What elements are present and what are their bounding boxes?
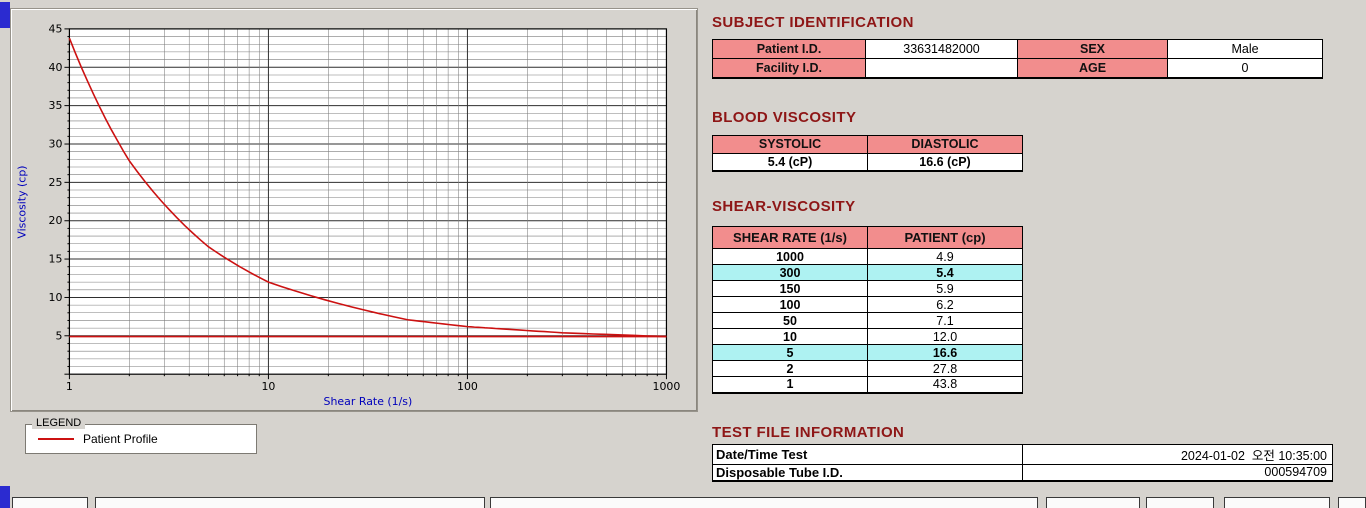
window-edge-decoration [0, 486, 10, 508]
subject-identification-title: SUBJECT IDENTIFICATION [712, 14, 914, 31]
shear-viscosity-chart: 5 10 15 20 25 30 35 40 45 1 10 100 1000 Viscosity (cp… [16, 22, 681, 408]
svg-text:20: 20 [49, 214, 63, 227]
patient-viscosity-value: 5.4 [867, 264, 1023, 281]
bottom-toolbar-button[interactable] [1338, 497, 1366, 508]
svg-text:45: 45 [49, 22, 63, 35]
legend-line-sample [38, 438, 74, 440]
shear-rate-value: 300 [712, 264, 868, 281]
diastolic-value: 16.6 (cP) [867, 152, 1023, 172]
table-row: Date/Time Test 2024-01-02 오전 10:35:00 [712, 443, 1333, 465]
shear-viscosity-row: 1000 4.9 [712, 248, 1023, 265]
svg-text:1000: 1000 [653, 380, 681, 393]
svg-text:Viscosity (cp): Viscosity (cp) [16, 165, 29, 238]
svg-text:10: 10 [261, 380, 275, 393]
shear-viscosity-table: SHEAR RATE (1/s) PATIENT (cp) 1000 4.9 300… [712, 226, 1023, 394]
blood-viscosity-title: BLOOD VISCOSITY [712, 108, 857, 126]
facility-id-value [865, 58, 1018, 78]
table-row: Facility I.D. AGE 0 [712, 58, 1323, 78]
bottom-toolbar-button[interactable] [12, 497, 88, 508]
svg-text:10: 10 [49, 291, 63, 304]
patient-cp-header: PATIENT (cp) [867, 226, 1023, 249]
bottom-toolbar-button[interactable] [1046, 497, 1140, 508]
blood-viscosity-table: SYSTOLIC DIASTOLIC 5.4 (cP) 16.6 (cP) [712, 134, 1023, 172]
shear-rate-value: 10 [712, 328, 868, 345]
patient-id-label: Patient I.D. [712, 39, 866, 59]
diastolic-header: DIASTOLIC [867, 134, 1023, 154]
table-row: Patient I.D. 33631482000 SEX Male [712, 39, 1323, 59]
shear-viscosity-row: 10 12.0 [712, 328, 1023, 345]
age-value: 0 [1167, 58, 1323, 78]
patient-viscosity-value: 6.2 [867, 296, 1023, 313]
patient-viscosity-value: 5.9 [867, 280, 1023, 297]
svg-text:30: 30 [49, 138, 63, 151]
patient-viscosity-value: 12.0 [867, 328, 1023, 345]
sex-value: Male [1167, 39, 1323, 59]
test-file-information-table: Date/Time Test 2024-01-02 오전 10:35:00 Di… [712, 443, 1333, 482]
shear-rate-value: 150 [712, 280, 868, 297]
svg-text:5: 5 [55, 329, 62, 342]
shear-rate-value: 1000 [712, 248, 868, 265]
shear-rate-value: 1 [712, 376, 868, 393]
shear-rate-value: 2 [712, 360, 868, 377]
table-row: SYSTOLIC DIASTOLIC [712, 134, 1023, 154]
test-file-information-title: TEST FILE INFORMATION [712, 423, 905, 441]
sex-label: SEX [1017, 39, 1168, 59]
shear-rate-value: 5 [712, 344, 868, 361]
legend-label: Patient Profile [83, 432, 158, 446]
legend-entry: Patient Profile [26, 425, 256, 453]
subject-identification-table: Patient I.D. 33631482000 SEX Male Facili… [712, 39, 1323, 79]
table-header-row: SHEAR RATE (1/s) PATIENT (cp) [712, 226, 1023, 249]
date-time-test-value: 2024-01-02 오전 10:35:00 [1022, 443, 1333, 465]
window-edge-decoration [0, 2, 10, 28]
disposable-tube-id-value: 000594709 [1022, 463, 1333, 482]
svg-text:15: 15 [49, 253, 63, 266]
age-label: AGE [1017, 58, 1168, 78]
patient-viscosity-value: 16.6 [867, 344, 1023, 361]
svg-text:100: 100 [457, 380, 478, 393]
shear-viscosity-row: 150 5.9 [712, 280, 1023, 297]
table-row: Disposable Tube I.D. 000594709 [712, 463, 1333, 482]
shear-viscosity-row: 300 5.4 [712, 264, 1023, 281]
legend-title: LEGEND [32, 417, 86, 429]
systolic-header: SYSTOLIC [712, 134, 868, 154]
shear-rate-header: SHEAR RATE (1/s) [712, 226, 868, 249]
shear-viscosity-row: 2 27.8 [712, 360, 1023, 377]
bottom-toolbar-button[interactable] [1146, 497, 1214, 508]
systolic-value: 5.4 (cP) [712, 152, 868, 172]
facility-id-label: Facility I.D. [712, 58, 866, 78]
results-column: SUBJECT IDENTIFICATION Patient I.D. 3363… [712, 0, 1336, 482]
chart-legend: LEGEND Patient Profile [25, 417, 257, 454]
bottom-toolbar-panel [95, 497, 485, 508]
shear-rate-value: 100 [712, 296, 868, 313]
patient-viscosity-value: 7.1 [867, 312, 1023, 329]
table-row: 5.4 (cP) 16.6 (cP) [712, 152, 1023, 172]
bottom-toolbar-button[interactable] [1224, 497, 1330, 508]
svg-text:40: 40 [49, 61, 63, 74]
shear-rate-value: 50 [712, 312, 868, 329]
shear-viscosity-title: SHEAR-VISCOSITY [712, 198, 856, 215]
shear-viscosity-row: 100 6.2 [712, 296, 1023, 313]
shear-viscosity-row: 1 43.8 [712, 376, 1023, 393]
patient-id-value: 33631482000 [865, 39, 1018, 59]
date-time-test-label: Date/Time Test [712, 443, 1023, 465]
patient-viscosity-value: 4.9 [867, 248, 1023, 265]
svg-text:25: 25 [49, 176, 63, 189]
patient-viscosity-value: 43.8 [867, 376, 1023, 393]
svg-text:Shear Rate (1/s): Shear Rate (1/s) [324, 395, 413, 408]
shear-viscosity-row: 50 7.1 [712, 312, 1023, 329]
svg-text:1: 1 [66, 380, 73, 393]
disposable-tube-id-label: Disposable Tube I.D. [712, 463, 1023, 482]
svg-text:35: 35 [49, 99, 63, 112]
viscosity-chart-panel: 5 10 15 20 25 30 35 40 45 1 10 100 1000 Viscosity (cp… [10, 8, 698, 412]
bottom-toolbar-panel [490, 497, 1038, 508]
shear-viscosity-row: 5 16.6 [712, 344, 1023, 361]
patient-viscosity-value: 27.8 [867, 360, 1023, 377]
